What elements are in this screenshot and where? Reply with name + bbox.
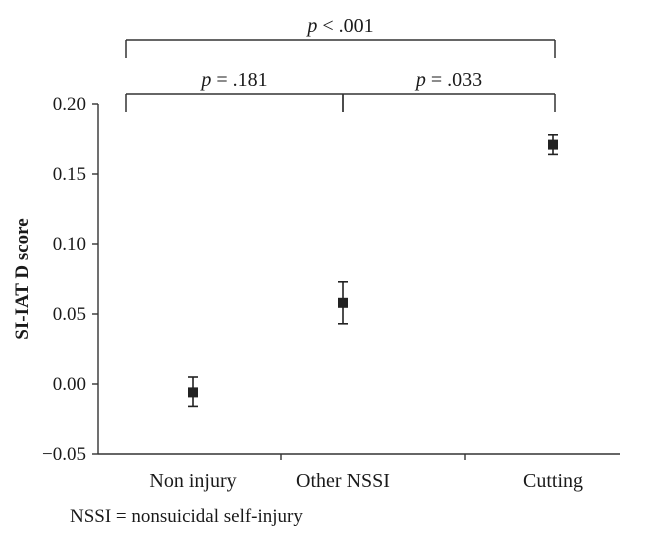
p-value-label: p = .181 bbox=[199, 69, 267, 91]
x-tick-label: Non injury bbox=[149, 470, 236, 492]
y-tick-label: 0.20 bbox=[53, 94, 86, 115]
y-tick-label: 0.00 bbox=[53, 374, 86, 395]
y-axis-label: SI-IAT D score bbox=[12, 218, 33, 339]
data-point bbox=[548, 139, 558, 150]
p-value-label: p = .033 bbox=[414, 69, 482, 91]
y-tick-label: −0.05 bbox=[42, 444, 86, 465]
x-tick-label: Cutting bbox=[523, 470, 583, 492]
p-value-label: p < .001 bbox=[305, 15, 373, 37]
footnote: NSSI = nonsuicidal self-injury bbox=[70, 506, 303, 527]
x-tick-label: Other NSSI bbox=[296, 470, 390, 492]
y-tick-label: 0.10 bbox=[53, 234, 86, 255]
p-value: = .181 bbox=[211, 69, 267, 91]
p-value: = .033 bbox=[426, 69, 482, 91]
y-tick-label: 0.05 bbox=[53, 304, 86, 325]
y-tick-label: 0.15 bbox=[53, 164, 86, 185]
p-symbol: p bbox=[414, 69, 426, 91]
data-point bbox=[338, 297, 348, 308]
data-point bbox=[188, 387, 198, 398]
p-symbol: p bbox=[199, 69, 211, 91]
p-symbol: p bbox=[305, 15, 317, 37]
p-value: < .001 bbox=[317, 15, 373, 37]
